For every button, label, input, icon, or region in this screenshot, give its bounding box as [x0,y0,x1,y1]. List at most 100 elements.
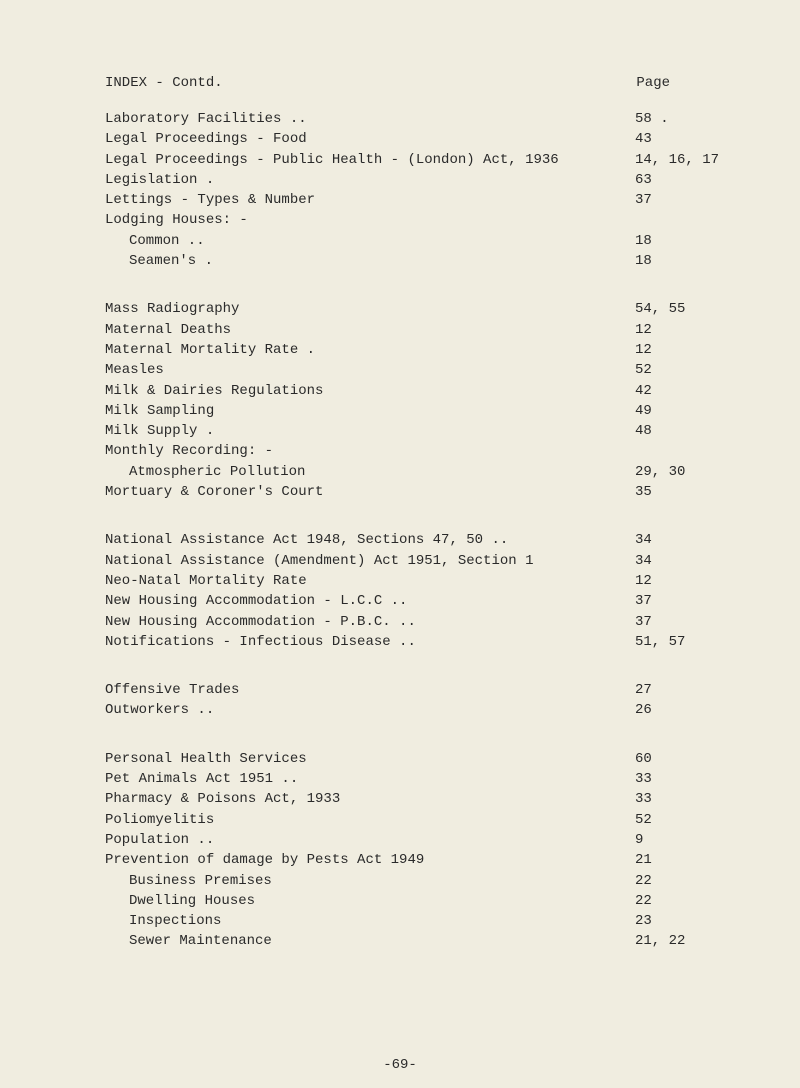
index-entry: Atmospheric Pollution 29, 30 [105,462,725,482]
entry-label: Notifications - Infectious Disease .. [105,632,416,652]
index-entry: Legal Proceedings - Public Health - (Lon… [105,150,725,170]
index-entry: Maternal Mortality Rate .12 [105,340,725,360]
entry-label: Atmospheric Pollution [105,462,305,482]
index-entry: Mass Radiography54, 55 [105,299,725,319]
entry-label: Sewer Maintenance [105,931,272,951]
entry-leader [559,150,635,170]
index-entry: Milk & Dairies Regulations42 [105,381,725,401]
entry-leader [407,591,635,611]
index-entry: Lodging Houses: - [105,210,725,230]
entry-page-number: 26 [635,700,725,720]
entry-page-number: 12 [635,320,725,340]
entry-page-number: 37 [635,190,725,210]
entry-label: Poliomyelitis [105,810,214,830]
entry-label: Lettings - Types & Number [105,190,315,210]
entry-label: Legislation . [105,170,214,190]
index-entry: Measles 52 [105,360,725,380]
entry-label: Inspections [105,911,221,931]
entry-page-number: 34 [635,551,725,571]
entry-label: Offensive Trades [105,680,239,700]
entry-label: Seamen's . [105,251,213,271]
index-entry: Prevention of damage by Pests Act 1949 21 [105,850,725,870]
entry-page-number: 23 [635,911,725,931]
entry-page-number: 52 [635,360,725,380]
index-entry: Neo-Natal Mortality Rate12 [105,571,725,591]
entry-leader [508,530,635,550]
entry-leader [248,210,635,230]
entry-label: Pet Animals Act 1951 .. [105,769,298,789]
entry-page-number: 29, 30 [635,462,725,482]
entry-page-number: 12 [635,340,725,360]
entry-leader [164,360,635,380]
entry-leader [272,931,635,951]
entry-page-number: 51, 57 [635,632,725,652]
entry-leader [239,299,635,319]
index-entry: New Housing Accommodation - P.B.C. ..37 [105,612,725,632]
index-entry: Common .. 18 [105,231,725,251]
entry-page-number: 48 [635,421,725,441]
entry-page-number: 21 [635,850,725,870]
entry-leader [255,891,635,911]
entry-page-number: 18 [635,231,725,251]
index-entry: Dwelling Houses22 [105,891,725,911]
entry-page-number: 42 [635,381,725,401]
entry-leader [340,789,635,809]
page-footer: -69- [0,1057,800,1073]
entry-label: Laboratory Facilities .. [105,109,307,129]
entry-leader [305,462,635,482]
page-column-header: Page [636,75,670,91]
index-entry: Mortuary & Coroner's Court35 [105,482,725,502]
entry-leader [214,700,635,720]
entry-label: Prevention of damage by Pests Act 1949 [105,850,424,870]
entry-label: Legal Proceedings - Public Health - (Lon… [105,150,559,170]
index-entry: Poliomyelitis52 [105,810,725,830]
index-title: INDEX - Contd. [105,75,223,91]
index-entry: Seamen's . 18 [105,251,725,271]
entry-page-number: 18 [635,251,725,271]
entry-leader [214,170,635,190]
entry-leader [424,850,635,870]
entry-label: Personal Health Services [105,749,307,769]
entry-label: Milk Sampling [105,401,214,421]
index-entry: Offensive Trades27 [105,680,725,700]
entry-label: Measles [105,360,164,380]
index-entry: Pet Animals Act 1951 .. 33 [105,769,725,789]
index-entry: National Assistance Act 1948, Sections 4… [105,530,725,550]
index-entry: Pharmacy & Poisons Act, 193333 [105,789,725,809]
entry-label: National Assistance Act 1948, Sections 4… [105,530,508,550]
entry-page-number: 33 [635,769,725,789]
entry-label: New Housing Accommodation - L.C.C .. [105,591,407,611]
entry-label: Common .. [105,231,205,251]
entry-leader [307,129,635,149]
entry-page-number: 9 [635,830,725,850]
index-entry: Lettings - Types & Number 37 [105,190,725,210]
index-entry: Laboratory Facilities ..58 . [105,109,725,129]
entry-leader [205,231,635,251]
entry-page-number: 12 [635,571,725,591]
entry-page-number: 60 [635,749,725,769]
entry-leader [533,551,635,571]
index-entry: Population ..9 [105,830,725,850]
entry-page-number: 22 [635,891,725,911]
index-entry: Outworkers ..26 [105,700,725,720]
entry-page-number: 49 [635,401,725,421]
index-entry: Notifications - Infectious Disease .. 51,… [105,632,725,652]
entry-leader [273,441,635,461]
entry-leader [221,911,635,931]
entry-page-number: 34 [635,530,725,550]
index-entry: Milk Supply .48 [105,421,725,441]
entry-leader [213,251,635,271]
section-gap [105,271,725,299]
index-entry: Business Premises 22 [105,871,725,891]
index-entry: Milk Sampling 49 [105,401,725,421]
entry-leader [323,482,635,502]
entry-page-number: 14, 16, 17 [635,150,725,170]
entry-leader [416,632,635,652]
entry-leader [298,769,635,789]
entry-label: Business Premises [105,871,272,891]
entry-label: New Housing Accommodation - P.B.C. .. [105,612,416,632]
entry-page-number: 22 [635,871,725,891]
entry-leader [323,381,635,401]
index-entry: Legislation .63 [105,170,725,190]
index-entry: Legal Proceedings - Food43 [105,129,725,149]
